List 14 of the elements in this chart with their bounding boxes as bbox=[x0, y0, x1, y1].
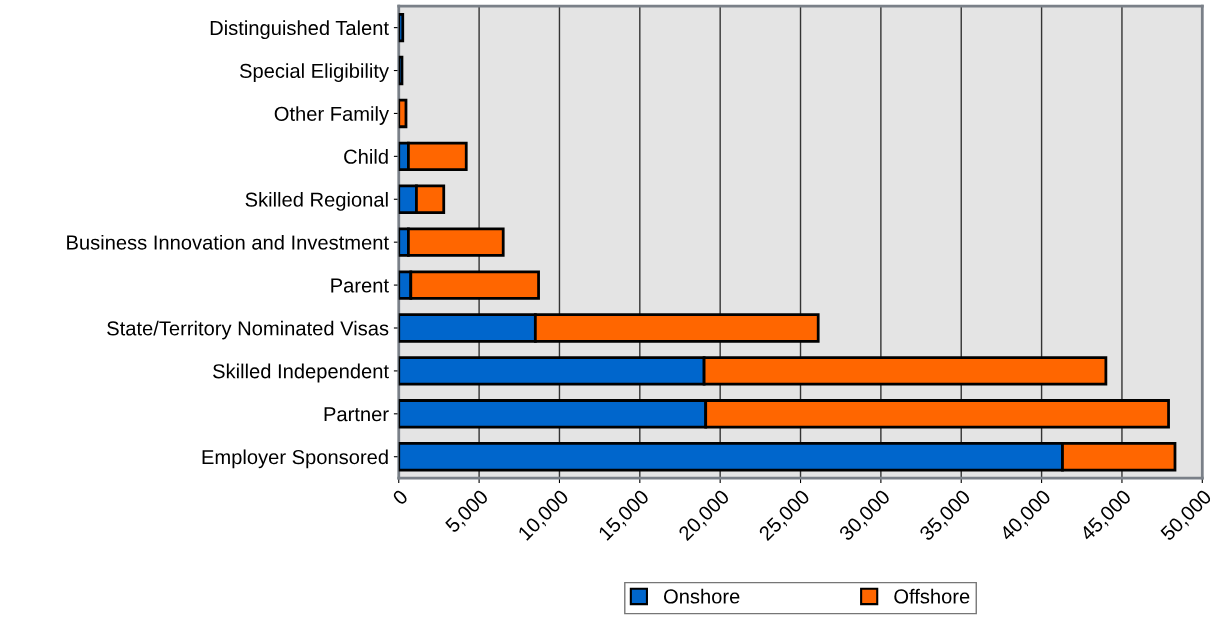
legend-label: Onshore bbox=[664, 588, 740, 604]
y-tick-label: Distinguished Talent bbox=[210, 20, 389, 40]
x-tick-label: 0 bbox=[391, 488, 409, 506]
y-tick-label: Skilled Independent bbox=[213, 363, 389, 383]
y-tick-label: Parent bbox=[331, 278, 389, 293]
y-tick-label: Business Innovation and Investment bbox=[67, 234, 389, 250]
y-tick-label: Employer Sponsored bbox=[202, 449, 388, 469]
legend-label: Offshore bbox=[894, 588, 970, 604]
y-tick-label: Special Eligibility bbox=[239, 63, 389, 83]
y-tick-label: Partner bbox=[324, 407, 389, 422]
y-tick-label: Child bbox=[344, 149, 388, 164]
y-tick-label: Skilled Regional bbox=[245, 191, 388, 211]
y-tick-label: State/Territory Nominated Visas bbox=[107, 320, 389, 340]
y-tick-label: Other Family bbox=[274, 106, 389, 125]
